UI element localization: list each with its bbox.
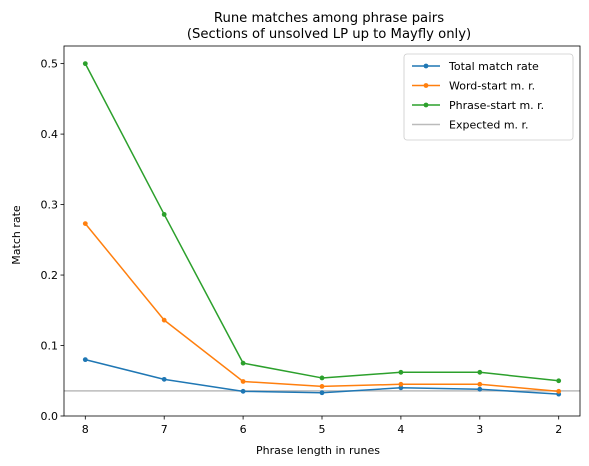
legend-marker-0 bbox=[423, 63, 429, 69]
chart-subtitle: (Sections of unsolved LP up to Mayfly on… bbox=[187, 27, 471, 42]
data-point-2-2 bbox=[240, 360, 246, 366]
y-axis-label: Match rate bbox=[10, 205, 23, 265]
data-point-2-6 bbox=[556, 378, 562, 384]
x-tick-label-2: 6 bbox=[240, 423, 247, 436]
data-point-1-0 bbox=[82, 221, 88, 227]
data-point-0-5 bbox=[477, 386, 483, 392]
data-point-1-3 bbox=[319, 384, 325, 389]
legend-label-1: Word-start m. r. bbox=[449, 80, 535, 93]
chart-title: Rune matches among phrase pairs bbox=[214, 11, 444, 26]
data-point-1-2 bbox=[240, 379, 246, 384]
legend-label-2: Phrase-start m. r. bbox=[449, 99, 544, 112]
x-tick-label-5: 3 bbox=[476, 423, 483, 436]
data-point-2-0 bbox=[82, 61, 88, 67]
data-point-0-3 bbox=[319, 390, 325, 396]
data-point-0-2 bbox=[240, 388, 246, 394]
legend-label-0: Total match rate bbox=[448, 60, 539, 73]
legend-label-3: Expected m. r. bbox=[449, 119, 529, 132]
plot-area: 8 7 6 5 4 3 2 0.0 0.1 0.2 0.3 0.4 0.5 Total match rat… bbox=[41, 45, 581, 436]
data-point-2-1 bbox=[161, 212, 167, 217]
data-point-0-1 bbox=[161, 376, 167, 382]
data-point-1-4 bbox=[398, 381, 404, 387]
y-tick-label-5: 0.5 bbox=[41, 58, 59, 71]
data-point-2-5 bbox=[477, 369, 483, 375]
y-tick-label-4: 0.4 bbox=[41, 128, 59, 141]
legend-box bbox=[403, 53, 574, 141]
data-point-0-4 bbox=[398, 385, 404, 391]
y-tick-label-2: 0.2 bbox=[41, 269, 59, 282]
x-tick-label-4: 4 bbox=[397, 423, 404, 436]
x-tick-label-3: 5 bbox=[319, 423, 326, 436]
x-tick-label-1: 7 bbox=[161, 423, 168, 436]
legend: Total match rate Word-start m. r. Phrase-s… bbox=[403, 53, 574, 141]
y-tick-label-0: 0.0 bbox=[41, 410, 59, 423]
y-tick-label-3: 0.3 bbox=[41, 199, 59, 212]
data-point-1-5 bbox=[477, 381, 483, 387]
x-tick-label-6: 2 bbox=[555, 423, 562, 436]
data-point-1-6 bbox=[556, 388, 562, 394]
data-point-2-4 bbox=[398, 369, 404, 375]
x-axis-label: Phrase length in runes bbox=[256, 444, 380, 457]
data-point-2-3 bbox=[319, 375, 325, 381]
data-point-1-1 bbox=[161, 317, 167, 323]
legend-marker-2 bbox=[423, 102, 429, 108]
series-line-1 bbox=[84, 223, 559, 393]
legend-marker-1 bbox=[423, 83, 429, 88]
x-tick-label-0: 8 bbox=[82, 423, 89, 436]
data-point-0-0 bbox=[82, 357, 88, 363]
y-tick-label-1: 0.1 bbox=[41, 340, 59, 353]
